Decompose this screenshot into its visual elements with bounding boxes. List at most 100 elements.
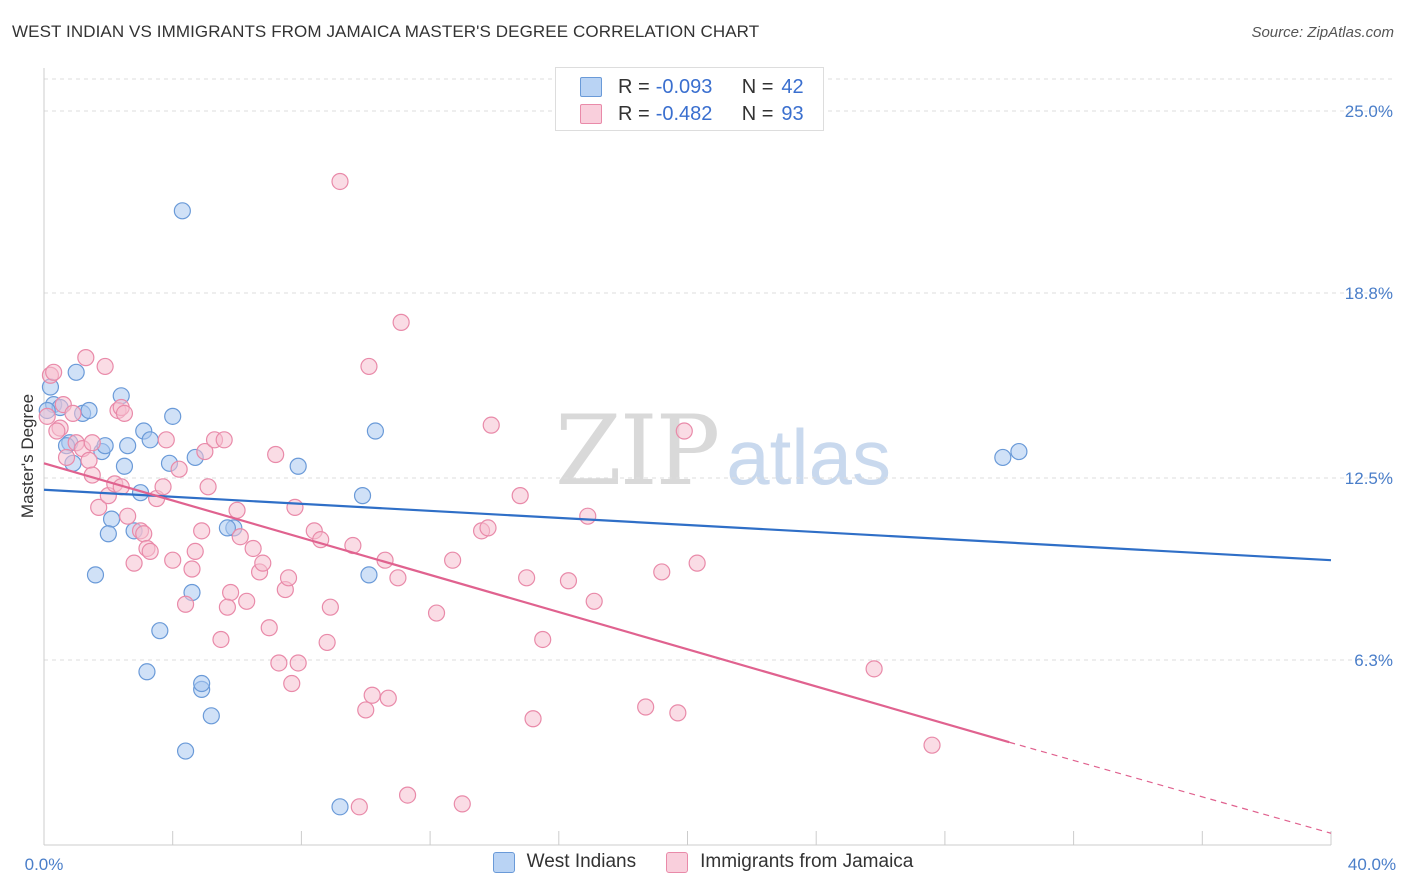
jamaica-point	[141, 542, 159, 561]
jamaica-point	[318, 633, 336, 652]
jamaica-point	[331, 172, 349, 191]
x-tick-label: 0.0%	[25, 855, 64, 874]
jamaica-point	[482, 416, 500, 434]
jamaica-point	[157, 431, 175, 449]
jamaica-point	[222, 583, 240, 602]
y-tick-label: 18.8%	[1345, 284, 1393, 303]
series-legend: West Indians Immigrants from Jamaica	[0, 851, 1406, 873]
west-indian-point	[193, 674, 211, 693]
west-indian-point	[202, 707, 220, 725]
jamaica-point	[64, 404, 82, 423]
legend-swatch-pink	[666, 851, 689, 873]
legend-n-value: 93	[781, 102, 804, 125]
jamaica-point	[379, 689, 397, 707]
jamaica-point	[199, 478, 217, 496]
west-indian-point	[218, 519, 236, 537]
jamaica-point	[96, 357, 114, 376]
west-indian-point	[360, 566, 378, 584]
watermark-atlas: atlas	[726, 413, 891, 501]
west-indian-point	[173, 202, 191, 220]
source-label: Source: ZipAtlas.com	[1251, 24, 1394, 41]
jamaica-point	[270, 654, 288, 672]
jamaica-point	[77, 349, 95, 367]
jamaica-point	[154, 478, 172, 496]
jamaica-point	[637, 698, 655, 716]
west-indian-point	[138, 663, 156, 681]
legend-swatch-blue	[580, 77, 602, 97]
legend-r-value: -0.482	[655, 102, 713, 125]
legend-label-west-indians: West Indians	[526, 851, 637, 872]
west-indian-point	[164, 407, 182, 425]
y-tick-label: 6.3%	[1354, 651, 1393, 670]
legend-row-jamaica: R = -0.482 N = 93	[580, 101, 804, 127]
legend-label-jamaica: Immigrants from Jamaica	[700, 851, 914, 872]
jamaica-point	[254, 554, 272, 572]
west-indian-point	[86, 566, 105, 584]
legend-n-label: N =	[741, 102, 774, 125]
jamaica-point	[170, 460, 188, 478]
y-tick-label: 25.0%	[1345, 102, 1393, 121]
jamaica-point	[923, 736, 941, 754]
zipatlas-watermark: ZIP atlas	[555, 395, 891, 507]
west-indian-point	[102, 510, 121, 528]
jamaica-point	[218, 598, 236, 616]
legend-r-value: -0.093	[655, 75, 713, 98]
jamaica-point	[119, 507, 137, 525]
watermark-zip: ZIP	[555, 395, 720, 507]
jamaica-point	[360, 357, 378, 376]
jamaica-point	[453, 795, 471, 813]
jamaica-point	[176, 595, 195, 613]
west-indian-point	[1010, 442, 1028, 461]
west-indian-trend-line	[43, 488, 1332, 562]
jamaica-point	[215, 431, 233, 449]
y-axis-title: Master's Degree	[18, 394, 37, 518]
jamaica-point	[350, 798, 368, 816]
west-indian-point	[366, 422, 385, 440]
west-indian-point	[141, 431, 159, 449]
y-tick-label: 12.5%	[1345, 469, 1393, 488]
jamaica-point	[286, 498, 304, 516]
jamaica-point	[559, 572, 578, 590]
chart-title: WEST INDIAN VS IMMIGRANTS FROM JAMAICA M…	[12, 22, 760, 41]
west-indian-point	[176, 742, 195, 760]
jamaica-trend-extension	[1009, 741, 1332, 834]
jamaica-point	[212, 630, 230, 649]
legend-item-jamaica[interactable]: Immigrants from Jamaica	[666, 851, 913, 873]
legend-swatch-pink	[580, 104, 602, 124]
jamaica-point	[115, 404, 134, 423]
west-indian-point	[353, 487, 372, 505]
legend-n-value: 42	[781, 75, 804, 98]
jamaica-point	[283, 674, 301, 693]
west-indian-point	[80, 401, 98, 420]
jamaica-point	[534, 630, 552, 649]
jamaica-point	[48, 422, 66, 440]
jamaica-point	[228, 501, 246, 519]
jamaica-point	[186, 542, 204, 561]
jamaica-point	[135, 525, 153, 543]
jamaica-point	[511, 487, 529, 505]
jamaica-point	[125, 554, 143, 572]
west-indian-point	[67, 363, 85, 381]
jamaica-point	[231, 528, 249, 546]
jamaica-point	[675, 422, 693, 440]
legend-swatch-blue	[492, 851, 515, 873]
jamaica-point	[196, 442, 214, 461]
west-indian-point	[115, 457, 134, 475]
jamaica-point	[669, 704, 687, 722]
legend-item-west-indians[interactable]: West Indians	[492, 851, 637, 873]
jamaica-point	[398, 786, 417, 804]
west-indian-point	[331, 798, 349, 816]
jamaica-point	[363, 686, 381, 704]
jamaica-point	[357, 701, 375, 719]
jamaica-point	[38, 407, 56, 425]
x-tick-label: 40.0%	[1348, 855, 1396, 874]
legend-row-west-indians: R = -0.093 N = 42	[580, 74, 804, 100]
west-indian-point	[994, 448, 1012, 467]
west-indian-point	[99, 525, 117, 543]
jamaica-point	[444, 551, 462, 569]
jamaica-point	[193, 522, 211, 540]
west-indian-point	[119, 437, 137, 455]
jamaica-point	[260, 619, 278, 637]
jamaica-point	[183, 560, 201, 578]
